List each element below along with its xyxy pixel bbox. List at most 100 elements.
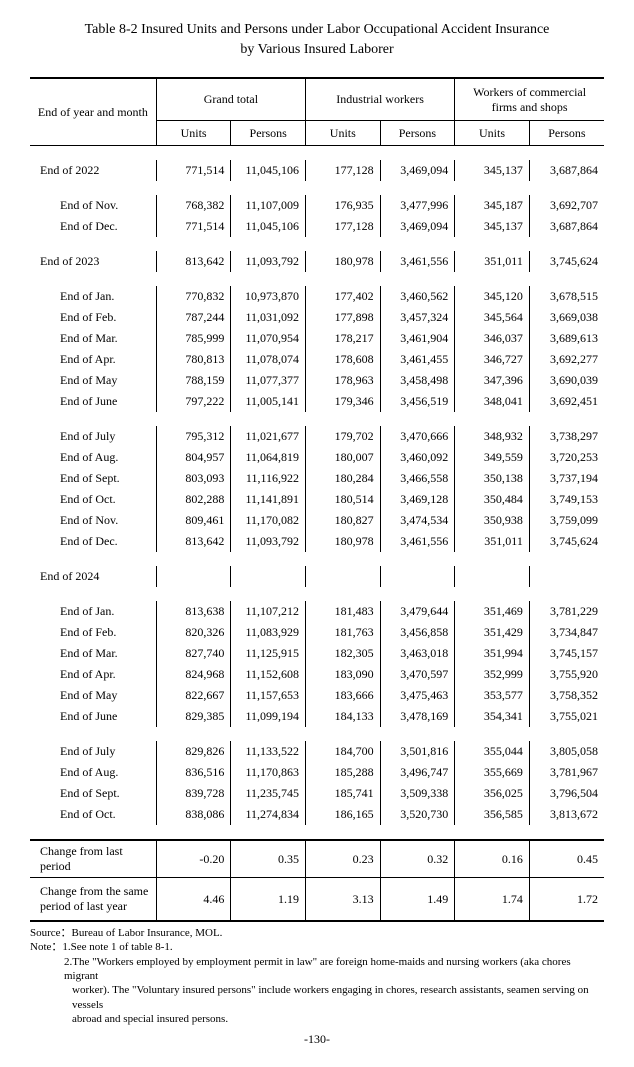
cell: 3,501,816 — [380, 741, 455, 762]
cell: 3,781,967 — [529, 762, 604, 783]
note-2c: abroad and special insured persons. — [30, 1012, 604, 1026]
table-row — [30, 727, 604, 741]
source-line: Source：Bureau of Labor Insurance, MOL. — [30, 926, 604, 940]
cell: 3,469,128 — [380, 489, 455, 510]
cell: 11,125,915 — [231, 643, 306, 664]
cell: 3,470,666 — [380, 426, 455, 447]
cell: 11,157,653 — [231, 685, 306, 706]
row-label: End of Mar. — [30, 328, 156, 349]
cell: 813,638 — [156, 601, 231, 622]
cell: 3,496,747 — [380, 762, 455, 783]
cell: 11,141,891 — [231, 489, 306, 510]
cell: 3,689,613 — [529, 328, 604, 349]
cell: 788,159 — [156, 370, 231, 391]
cell: 3,469,094 — [380, 160, 455, 181]
cell: 347,396 — [455, 370, 530, 391]
cell: 11,107,212 — [231, 601, 306, 622]
cell: 813,642 — [156, 531, 231, 552]
table-row: End of Mar.827,74011,125,915182,3053,463… — [30, 643, 604, 664]
cell: 182,305 — [306, 643, 381, 664]
cell: 11,083,929 — [231, 622, 306, 643]
table-row: End of June829,38511,099,194184,1333,478… — [30, 706, 604, 727]
cell — [529, 566, 604, 587]
cell: 3,461,556 — [380, 251, 455, 272]
table-row: End of Nov.809,46111,170,082180,8273,474… — [30, 510, 604, 531]
cell: 3,461,556 — [380, 531, 455, 552]
table-row: End of Jan.770,83210,973,870177,4023,460… — [30, 286, 604, 307]
row-label: End of Apr. — [30, 349, 156, 370]
cell: 10,973,870 — [231, 286, 306, 307]
cell: 3,781,229 — [529, 601, 604, 622]
table-row: End of 2023813,64211,093,792180,9783,461… — [30, 251, 604, 272]
cell: 345,120 — [455, 286, 530, 307]
cell: 349,559 — [455, 447, 530, 468]
cell: 183,666 — [306, 685, 381, 706]
cell: 3,520,730 — [380, 804, 455, 825]
cell: 0.45 — [529, 840, 604, 878]
cell: 351,011 — [455, 251, 530, 272]
cell: 11,093,792 — [231, 251, 306, 272]
cell: 181,763 — [306, 622, 381, 643]
table-row: End of Sept.803,09311,116,922180,2843,46… — [30, 468, 604, 489]
title-line1: Table 8-2 Insured Units and Persons unde… — [85, 22, 550, 37]
row-label: End of Oct. — [30, 489, 156, 510]
cell: 3,460,562 — [380, 286, 455, 307]
table-row: End of Nov.768,38211,107,009176,9353,477… — [30, 195, 604, 216]
cell: 803,093 — [156, 468, 231, 489]
cell: 350,484 — [455, 489, 530, 510]
cell: 180,007 — [306, 447, 381, 468]
table-row: End of Sept.839,72811,235,745185,7413,50… — [30, 783, 604, 804]
cell: 11,077,377 — [231, 370, 306, 391]
cell: 3,678,515 — [529, 286, 604, 307]
cell: 3,470,597 — [380, 664, 455, 685]
cell: 348,932 — [455, 426, 530, 447]
cell: 836,516 — [156, 762, 231, 783]
cell: 345,137 — [455, 216, 530, 237]
cell: 350,138 — [455, 468, 530, 489]
cell: 11,133,522 — [231, 741, 306, 762]
row-label: End of Feb. — [30, 622, 156, 643]
cell: 0.32 — [380, 840, 455, 878]
cell: 346,727 — [455, 349, 530, 370]
row-label: End of Sept. — [30, 783, 156, 804]
cell: 3,805,058 — [529, 741, 604, 762]
cell: 795,312 — [156, 426, 231, 447]
cell: 11,170,082 — [231, 510, 306, 531]
cell: 351,011 — [455, 531, 530, 552]
cell: 11,152,608 — [231, 664, 306, 685]
cell: 3,669,038 — [529, 307, 604, 328]
cell: 813,642 — [156, 251, 231, 272]
table-title: Table 8-2 Insured Units and Persons unde… — [30, 20, 604, 59]
cell: 3,475,463 — [380, 685, 455, 706]
cell: 186,165 — [306, 804, 381, 825]
cell: 3,813,672 — [529, 804, 604, 825]
cell: 177,402 — [306, 286, 381, 307]
cell: 3,463,018 — [380, 643, 455, 664]
cell: 3,478,169 — [380, 706, 455, 727]
change-last-label: Change from last period — [30, 840, 156, 878]
cell: 348,041 — [455, 391, 530, 412]
header-industrial: Industrial workers — [306, 78, 455, 121]
cell: 11,045,106 — [231, 216, 306, 237]
cell: 3,720,253 — [529, 447, 604, 468]
cell: 3,692,277 — [529, 349, 604, 370]
cell: 809,461 — [156, 510, 231, 531]
table-row: End of Apr.824,96811,152,608183,0903,470… — [30, 664, 604, 685]
row-label: End of Jan. — [30, 601, 156, 622]
cell — [231, 566, 306, 587]
change-year-label: Change from the same period of last year — [30, 878, 156, 922]
cell: 3,745,624 — [529, 531, 604, 552]
cell: 804,957 — [156, 447, 231, 468]
row-label: End of Oct. — [30, 804, 156, 825]
cell: 3,469,094 — [380, 216, 455, 237]
cell: 356,025 — [455, 783, 530, 804]
cell: 180,284 — [306, 468, 381, 489]
cell: 785,999 — [156, 328, 231, 349]
table-row: End of Jan.813,63811,107,212181,4833,479… — [30, 601, 604, 622]
cell: 3,456,519 — [380, 391, 455, 412]
cell: 356,585 — [455, 804, 530, 825]
cell: 3,749,153 — [529, 489, 604, 510]
table-row: End of May788,15911,077,377178,9633,458,… — [30, 370, 604, 391]
cell: 11,235,745 — [231, 783, 306, 804]
cell: 181,483 — [306, 601, 381, 622]
